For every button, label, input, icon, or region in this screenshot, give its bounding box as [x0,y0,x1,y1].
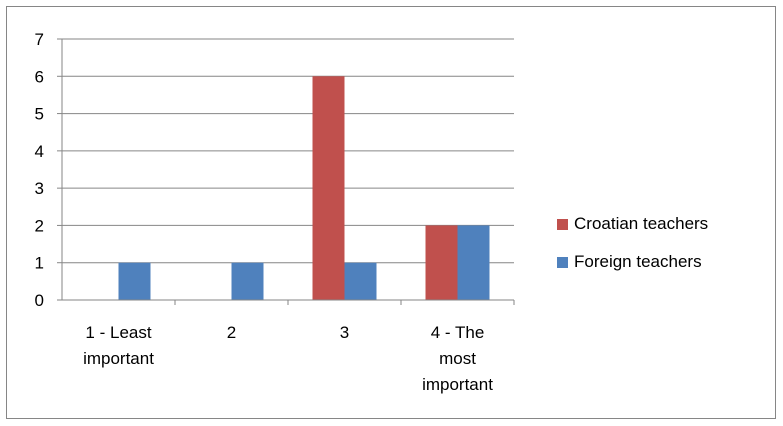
x-tick-label: 2 [227,323,236,342]
legend-swatch [557,219,568,230]
y-tick-label: 3 [35,179,44,198]
x-tick-label-line: most [439,349,476,368]
bar-foreign-teachers [231,262,264,300]
legend: Croatian teachers Foreign teachers [557,214,708,271]
chart-frame [6,6,776,419]
legend-label: Croatian teachers [574,214,708,233]
y-tick-label: 0 [35,291,44,310]
y-tick-label: 4 [35,142,44,161]
tick-labels: 0 1 2 3 4 5 6 7 1 - Least important 2 3 4 - The most i… [35,30,494,394]
x-tick-label-line: important [83,349,154,368]
bar-foreign-teachers [344,262,377,300]
y-tick-label: 2 [35,216,44,235]
bar-foreign-teachers [457,225,490,300]
y-tick-label: 7 [35,30,44,49]
axes [57,38,515,305]
bar-croatian-teachers [425,225,458,300]
x-tick-label-line: important [422,375,493,394]
bars [118,76,490,301]
bar-foreign-teachers [118,262,151,300]
x-tick-label-line: 4 - The [431,323,485,342]
x-tick-label-line: 3 [340,323,349,342]
x-tick-label: 3 [340,323,349,342]
x-tick-label: 4 - The most important [422,323,493,394]
x-tick-label-line: 2 [227,323,236,342]
legend-label: Foreign teachers [574,252,702,271]
legend-swatch [557,257,568,268]
x-tick-label-line: 1 - Least [85,323,151,342]
x-tick-label: 1 - Least important [83,323,154,368]
bar-croatian-teachers [312,76,345,301]
y-tick-label: 6 [35,67,44,86]
y-tick-label: 5 [35,105,44,124]
y-tick-label: 1 [35,254,44,273]
